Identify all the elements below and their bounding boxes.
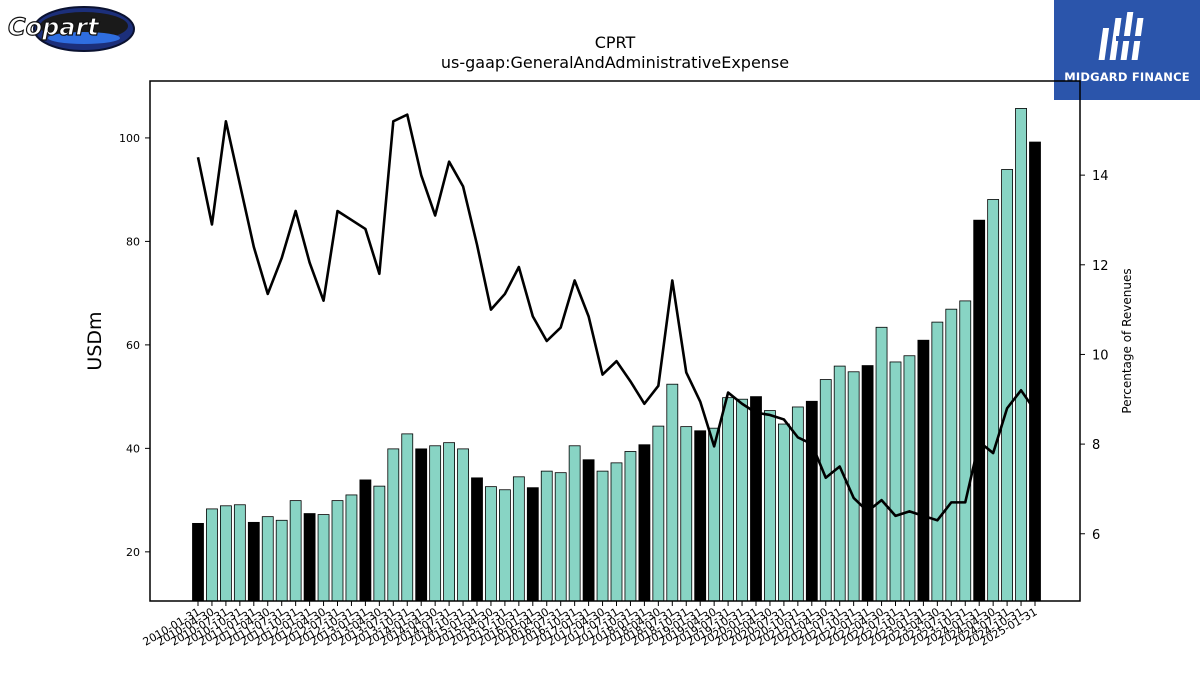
bar (708, 427, 721, 602)
bar (694, 430, 707, 602)
bar (387, 448, 400, 602)
bar (443, 442, 456, 602)
bar (764, 410, 776, 602)
y2-tick-label: 10 (1092, 348, 1109, 363)
bar (498, 489, 511, 602)
bar (331, 500, 344, 602)
bar (652, 425, 665, 602)
bar (624, 451, 637, 602)
bar (736, 398, 748, 602)
bar (680, 426, 693, 602)
bar (359, 479, 372, 602)
bar (1015, 108, 1027, 602)
bar (1001, 169, 1013, 602)
bar (875, 326, 888, 602)
bar (289, 500, 302, 602)
bar (750, 396, 762, 602)
bar (485, 486, 497, 602)
bar (457, 448, 469, 602)
bar (526, 487, 539, 602)
bar (554, 472, 567, 602)
bar (206, 508, 218, 602)
y-tick-label: 80 (126, 235, 140, 248)
bar (959, 300, 972, 602)
copart-logo: Copart (4, 4, 136, 54)
bar (261, 516, 274, 602)
y-axis-label: USDm (84, 311, 106, 370)
midgard-finance-text: MIDGARD FINANCE (1064, 70, 1190, 84)
bar (596, 470, 609, 602)
bar (889, 361, 902, 602)
bar (303, 513, 316, 602)
y2-tick-label: 12 (1092, 259, 1109, 274)
chart-title: CPRT (595, 33, 636, 52)
bar (317, 514, 330, 602)
bar (819, 379, 832, 602)
bar (903, 355, 916, 602)
y2-axis-label: Percentage of Revenues (1120, 268, 1134, 413)
bar (987, 199, 1000, 602)
bar (471, 477, 483, 602)
bar (275, 519, 288, 602)
bar (582, 459, 595, 602)
bar (192, 522, 204, 602)
bar (610, 462, 623, 602)
bar (247, 521, 260, 602)
bar (401, 433, 414, 602)
y-tick-label: 100 (119, 132, 140, 145)
bar (805, 400, 818, 602)
midgard-finance-logo: MIDGARD FINANCE (1054, 0, 1200, 100)
bar (778, 423, 790, 602)
bar (945, 308, 958, 602)
chart-subtitle: us-gaap:GeneralAndAdministrativeExpense (441, 53, 789, 72)
y2-tick-label: 14 (1092, 169, 1109, 184)
bar (666, 383, 679, 602)
midgard-m-icon (1098, 12, 1144, 60)
bar (373, 485, 386, 602)
y2-tick-label: 6 (1092, 528, 1100, 543)
bar (917, 339, 930, 602)
bar (233, 504, 246, 602)
bar (512, 476, 525, 602)
bar (973, 219, 986, 602)
bar (429, 445, 442, 602)
bar (568, 445, 581, 602)
plot-frame (149, 80, 1081, 602)
bar (861, 365, 874, 602)
bar (540, 470, 553, 602)
bar (415, 448, 428, 602)
bar (931, 321, 944, 602)
bar (1029, 141, 1041, 602)
bar (833, 365, 846, 602)
y-tick-label: 40 (126, 442, 140, 455)
percentage-line (196, 113, 1037, 522)
bar (638, 444, 651, 602)
copart-logo-text: Copart (8, 13, 100, 41)
bar (345, 494, 358, 602)
bar (722, 397, 734, 602)
bar (219, 505, 232, 602)
y-tick-label: 20 (126, 546, 140, 559)
y-tick-label: 60 (126, 339, 140, 352)
y2-tick-label: 8 (1092, 438, 1100, 453)
